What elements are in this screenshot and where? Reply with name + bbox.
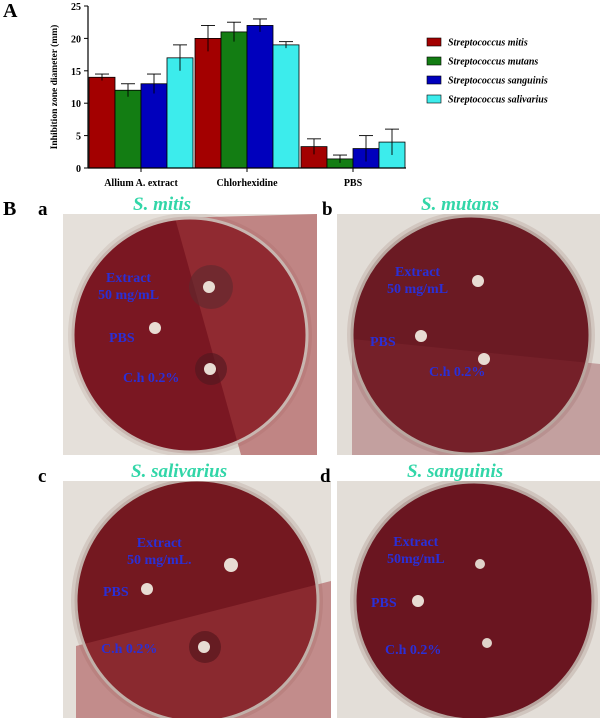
bar	[88, 76, 116, 169]
plate-a-ch-label: C.h 0.2%	[123, 371, 180, 386]
plate-c-extract-label: Extract 50 mg/mL.	[127, 535, 192, 569]
panel-b-letter: B	[3, 198, 17, 220]
x-tick-label: Chlorhexidine	[216, 178, 278, 189]
y-tick-label: 15	[71, 67, 81, 78]
plate-a-extract-text: Extract	[105, 271, 152, 286]
plate-a-photo: Extract 50 mg/mL PBS C.h 0.2%	[63, 214, 317, 455]
y-tick-label: 10	[71, 99, 81, 110]
legend-label: Streptococcus salivarius	[448, 95, 548, 106]
legend-swatch	[426, 94, 442, 104]
plate-b-letter: b	[322, 199, 333, 220]
plate-a-species: S. mitis	[133, 194, 192, 215]
y-tick-label: 25	[71, 2, 81, 13]
y-tick-label: 20	[71, 34, 81, 45]
y-axis-label: Inhibition zone diameter (mm)	[49, 25, 60, 150]
legend-swatch	[426, 37, 442, 47]
plate-c-species: S. salivarius	[131, 461, 228, 482]
plate-c-photo: Extract 50 mg/mL. PBS C.h 0.2%	[63, 481, 331, 718]
plate-a-conc-text: 50 mg/mL	[98, 288, 160, 303]
x-tick-label: Allium A. extract	[104, 178, 178, 189]
plate-d-species: S. sanguinis	[407, 461, 504, 482]
bar	[246, 25, 274, 169]
plate-d-extract-label: Extract 50mg/mL	[387, 534, 445, 568]
legend-swatch	[426, 75, 442, 85]
legend-label: Streptococcus mitis	[448, 38, 528, 49]
plate-d-letter: d	[320, 466, 331, 487]
plate-c-letter: c	[38, 466, 47, 487]
plate-a-letter: a	[38, 199, 48, 220]
plate-b-photo: Extract 50 mg/mL PBS C.h 0.2%	[337, 214, 600, 455]
bar-chart: Allium A. extract Chlorhexidine PBS 0 5 10 15 2…	[49, 2, 548, 189]
bar	[114, 89, 142, 169]
legend-swatch	[426, 56, 442, 66]
plate-d-pbs-label: PBS	[371, 596, 397, 611]
bar	[194, 38, 222, 169]
plate-d-photo: Extract 50mg/mL PBS C.h 0.2%	[337, 481, 600, 718]
legend-label: Streptococcus mutans	[448, 57, 538, 68]
bar	[166, 57, 194, 169]
y-tick-label: 0	[76, 164, 81, 175]
plate-a-pbs-label: PBS	[109, 331, 135, 346]
bar	[220, 31, 248, 169]
panel-a-letter: A	[3, 0, 18, 22]
plate-c-conc-text: 50 mg/mL.	[127, 553, 192, 568]
y-tick-label: 5	[76, 132, 81, 143]
plate-a-extract-label: Extract 50 mg/mL	[98, 270, 159, 304]
bar	[140, 83, 168, 169]
plate-d-conc-text: 50mg/mL	[387, 552, 445, 567]
plate-c-pbs-label: PBS	[103, 585, 129, 600]
legend-label: Streptococcus sanguinis	[448, 76, 548, 87]
plate-b-conc-text: 50 mg/mL	[387, 282, 449, 297]
x-tick-label: PBS	[344, 178, 363, 189]
plate-b-ch-label: C.h 0.2%	[429, 365, 486, 380]
plate-b-species: S. mutans	[421, 194, 500, 215]
plate-d-ch-label: C.h 0.2%	[385, 643, 442, 658]
bar	[272, 44, 300, 169]
plate-b-pbs-label: PBS	[370, 335, 396, 350]
plate-b-extract-text: Extract	[394, 265, 441, 280]
plate-c-ch-label: C.h 0.2%	[101, 642, 158, 657]
plate-c-extract-text: Extract	[136, 536, 182, 551]
plate-d-extract-text: Extract	[393, 535, 439, 550]
plate-b-extract-label: Extract 50 mg/mL	[387, 264, 448, 298]
